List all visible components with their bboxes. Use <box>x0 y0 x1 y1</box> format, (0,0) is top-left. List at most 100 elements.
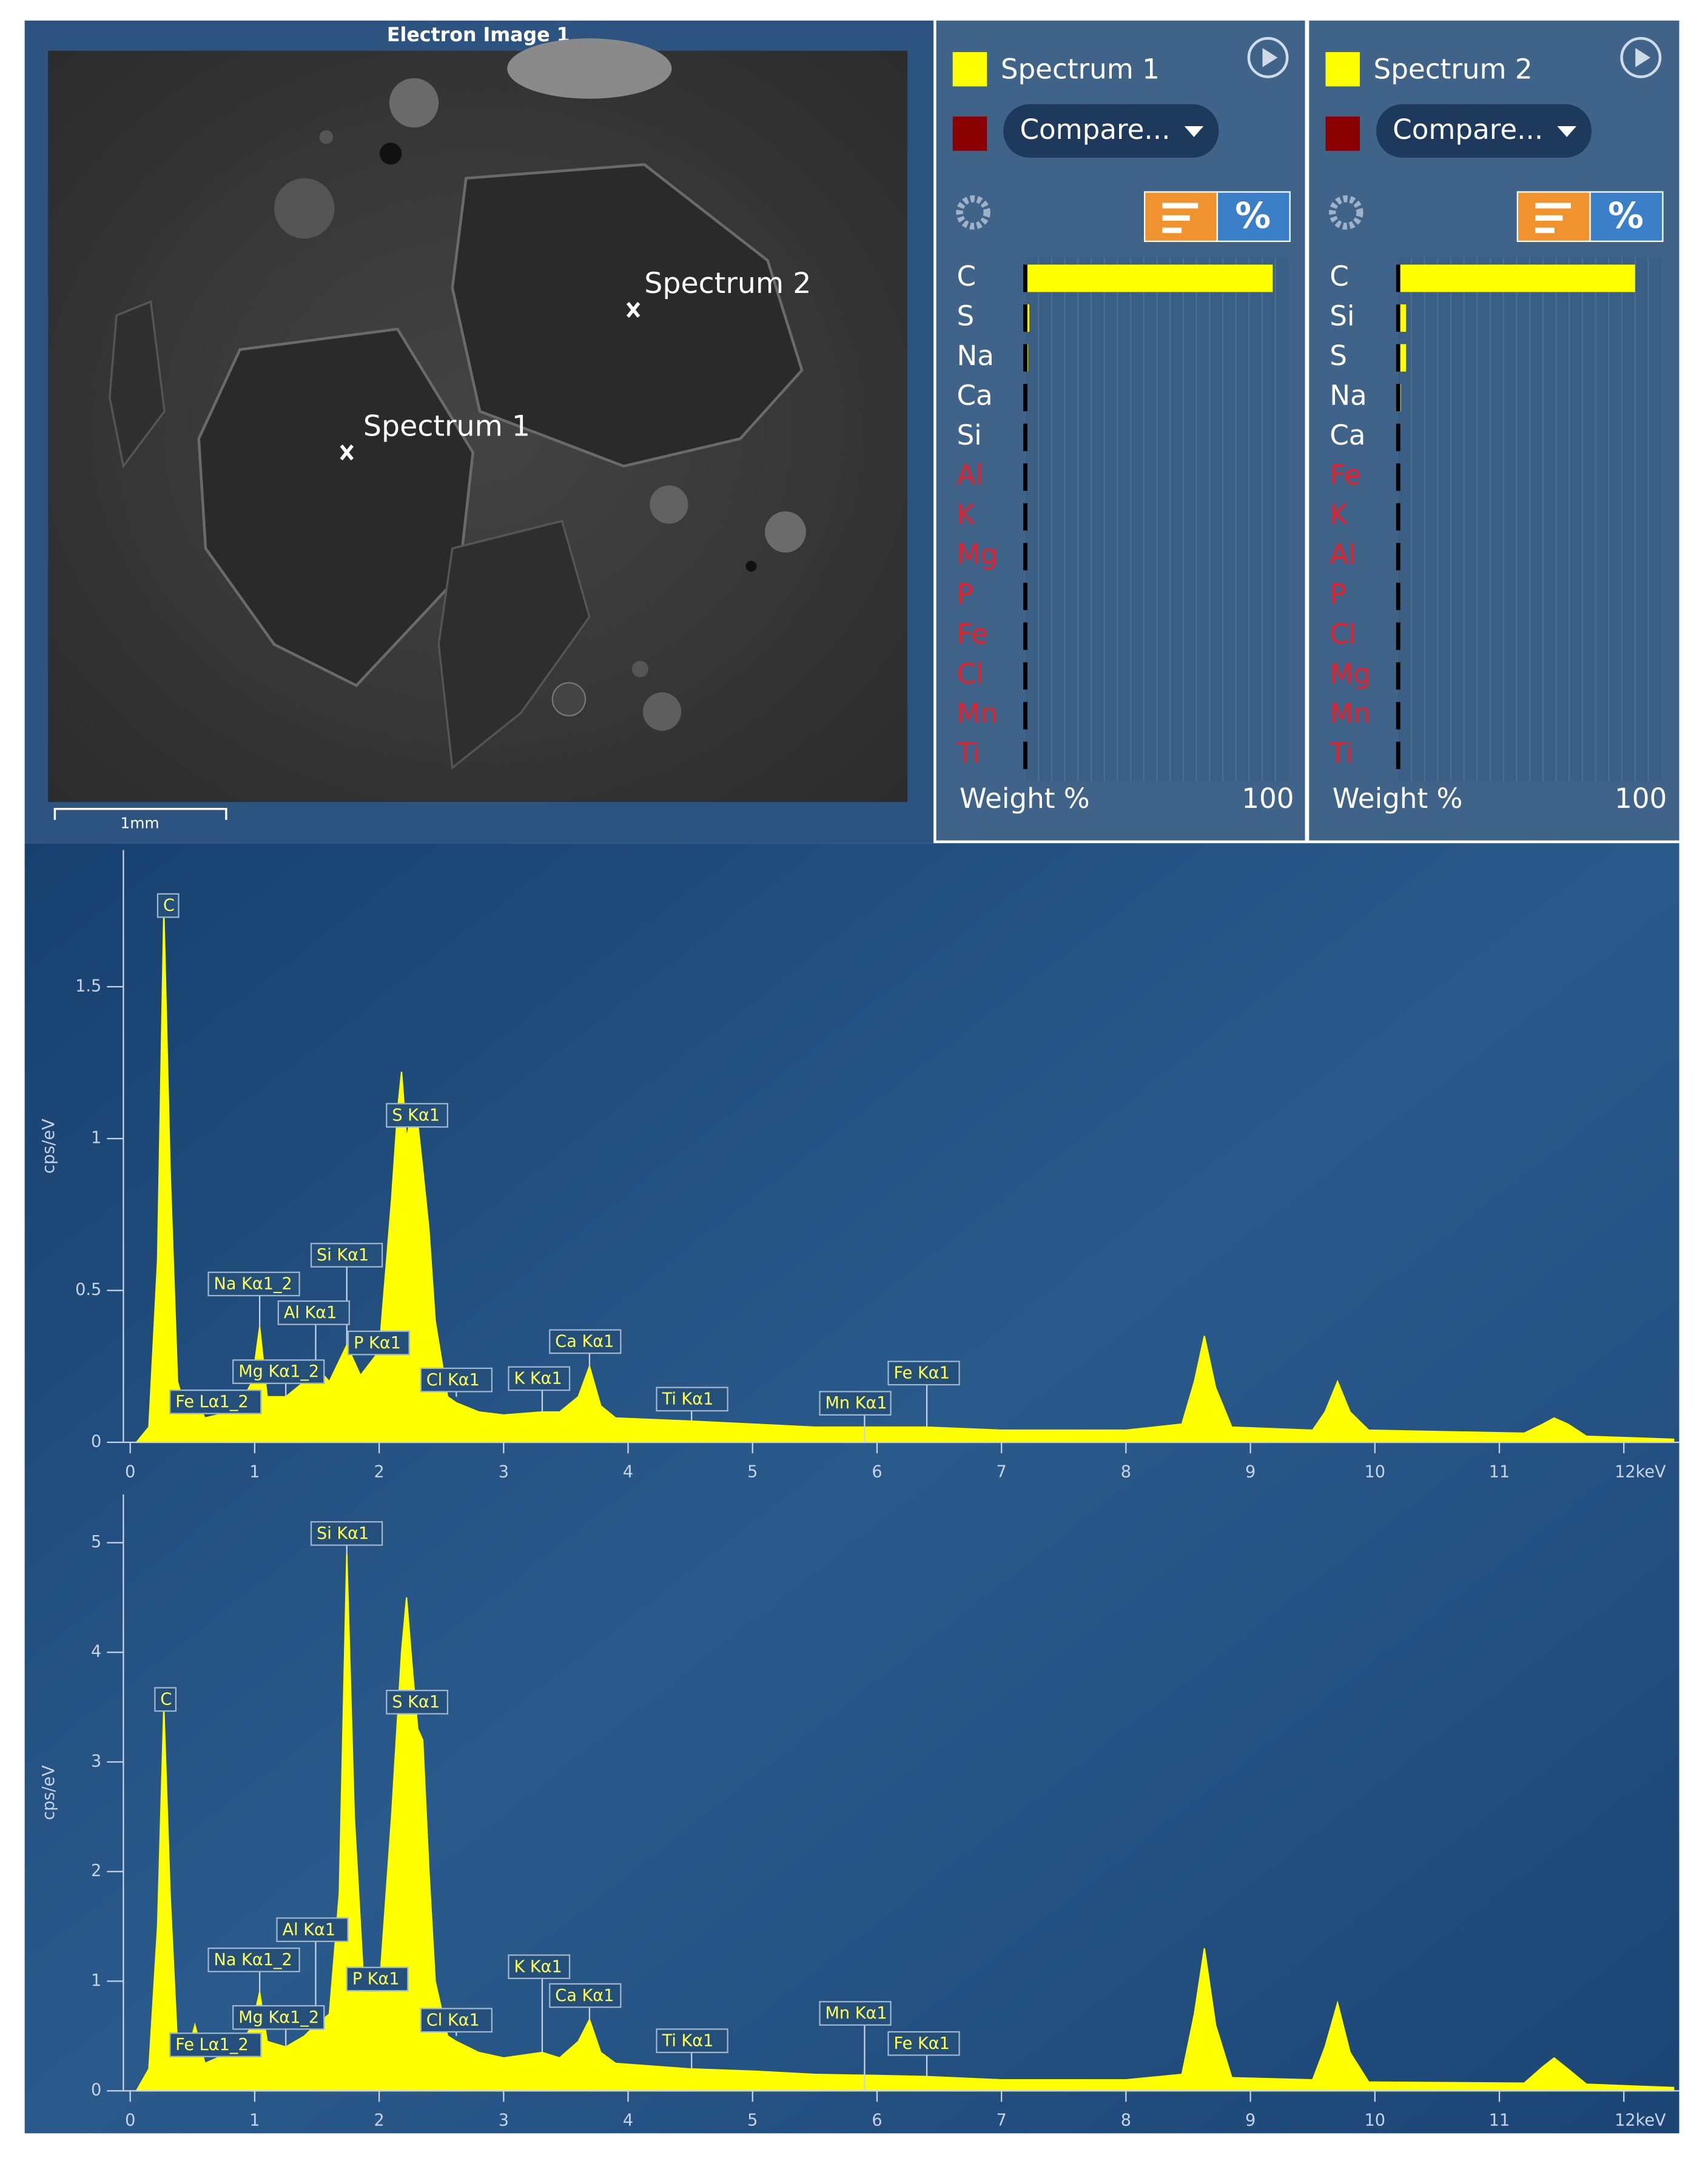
y-tick-label: 0 <box>91 2081 101 2100</box>
compare-label: Compare... <box>1020 113 1170 146</box>
annotation-box <box>310 1243 383 1268</box>
x-tick-label: 12keV <box>1615 1462 1666 1481</box>
play-icon <box>1262 48 1278 67</box>
annotation-label: Fe Lα1_2 <box>175 1393 248 1411</box>
compare-swatch <box>1325 116 1360 151</box>
element-label: Mg <box>957 539 998 571</box>
x-tick-label: 100 <box>1615 782 1667 815</box>
annotation-box <box>508 1954 571 1980</box>
x-tick-label: 8 <box>1121 1462 1131 1481</box>
x-tick-label: 11 <box>1489 2111 1510 2129</box>
settings-gear[interactable] <box>956 195 990 230</box>
element-label: Mn <box>957 697 998 730</box>
play-button[interactable] <box>1620 37 1662 78</box>
x-tick-label: 1 <box>249 2111 260 2129</box>
element-label: Al <box>957 459 983 491</box>
list-icon <box>1535 227 1555 234</box>
annotation-label: Al Kα1 <box>283 1920 336 1939</box>
y-axis-label: cps/eV <box>39 1765 58 1820</box>
annotation-box <box>156 893 180 918</box>
list-icon <box>1162 227 1182 234</box>
annotation-label: Na Kα1_2 <box>214 1275 292 1294</box>
x-tick-label: 2 <box>374 1462 385 1481</box>
annotation-label: S Kα1 <box>392 1693 440 1712</box>
annotation-box <box>386 1103 449 1128</box>
annotation-box <box>207 1271 300 1297</box>
x-tick-label: 8 <box>1121 2111 1131 2129</box>
element-label: Mn <box>1330 697 1371 730</box>
y-axis-label: cps/eV <box>39 1118 58 1174</box>
marker-label: Spectrum 1 <box>363 409 530 443</box>
annotation-label: Ti Kα1 <box>662 2031 714 2050</box>
annotation-box <box>277 1300 350 1325</box>
annotation-box <box>310 1521 383 1546</box>
annotation-label: K Kα1 <box>514 1957 562 1976</box>
annotation-label: Mg Kα1_2 <box>238 2008 319 2027</box>
x-tick-label: 2 <box>374 2111 385 2129</box>
bar <box>1025 264 1273 292</box>
x-tick-label: 9 <box>1245 2111 1256 2129</box>
compare-dropdown[interactable] <box>1376 104 1592 158</box>
x-tick-label: 6 <box>872 2111 882 2129</box>
annotation-box <box>169 1389 262 1414</box>
annotation-label: S Kα1 <box>392 1106 440 1125</box>
annotation-box <box>656 2028 728 2054</box>
annotation-box <box>819 1391 892 1416</box>
play-icon <box>1635 48 1651 67</box>
x-tick-label: 3 <box>499 2111 509 2129</box>
y-tick-label: 3 <box>91 1752 101 1770</box>
x-tick-label: 5 <box>747 2111 758 2129</box>
compare-dropdown[interactable] <box>1003 104 1219 158</box>
annotation-label: Ti Kα1 <box>662 1390 714 1408</box>
element-label: Fe <box>1330 459 1360 491</box>
annotation-box <box>887 2031 960 2056</box>
annotation-label: Ca Kα1 <box>555 1986 614 2005</box>
annotation-box <box>207 1948 300 1972</box>
annotation-box <box>154 1687 177 1712</box>
annotation-label: Fe Kα1 <box>894 1364 950 1383</box>
element-label: Fe <box>957 618 988 650</box>
spectrum-area <box>24 843 1679 2134</box>
dropdown-arrow <box>1557 126 1577 138</box>
annotation-box <box>386 1690 449 1715</box>
list-button[interactable] <box>1516 191 1591 242</box>
settings-gear[interactable] <box>1329 195 1363 230</box>
annotation-label: Cl Kα1 <box>426 2011 480 2029</box>
legend-label: Spectrum 2 <box>1374 53 1533 86</box>
x-tick-label: 0 <box>125 2111 135 2129</box>
x-tick-label: 10 <box>1365 2111 1385 2129</box>
x-tick-label: 11 <box>1489 1462 1510 1481</box>
element-label: Ti <box>957 738 981 770</box>
annotation-box <box>887 1360 960 1386</box>
play-button[interactable] <box>1247 37 1289 78</box>
element-label: Al <box>1330 539 1356 571</box>
annotation-label: Mn Kα1 <box>825 2004 887 2023</box>
element-label: Si <box>1330 300 1354 332</box>
element-label: K <box>957 499 976 531</box>
percent-button[interactable] <box>1589 191 1664 242</box>
x-tick-label: 100 <box>1242 782 1294 815</box>
annotation-label: Si Kα1 <box>317 1246 369 1265</box>
annotation-box <box>549 1329 622 1354</box>
annotation-label: Al Kα1 <box>284 1303 337 1322</box>
element-label: Ti <box>1329 738 1353 770</box>
x-tick-label: 5 <box>747 1462 758 1481</box>
bar <box>1398 264 1635 292</box>
element-label: P <box>957 578 973 610</box>
annotation-label: K Kα1 <box>514 1370 562 1388</box>
list-icon <box>1535 203 1571 209</box>
scale-bar <box>53 807 227 820</box>
annotation-box <box>346 1966 409 1992</box>
x-tick-label: 6 <box>872 1462 882 1481</box>
image-title: Electron Image 1 <box>387 24 570 46</box>
list-icon <box>1162 203 1199 209</box>
y-tick-label: 0 <box>91 1433 101 1451</box>
x-axis-label: Weight % <box>1333 782 1463 815</box>
annotation-box <box>549 1983 622 2008</box>
x-tick-label: 4 <box>623 2111 633 2129</box>
percent-button[interactable] <box>1216 191 1291 242</box>
annotation-label: Si Kα1 <box>317 1524 369 1543</box>
y-tick-label: 2 <box>91 1861 101 1880</box>
x-tick-label: 9 <box>1245 1462 1256 1481</box>
